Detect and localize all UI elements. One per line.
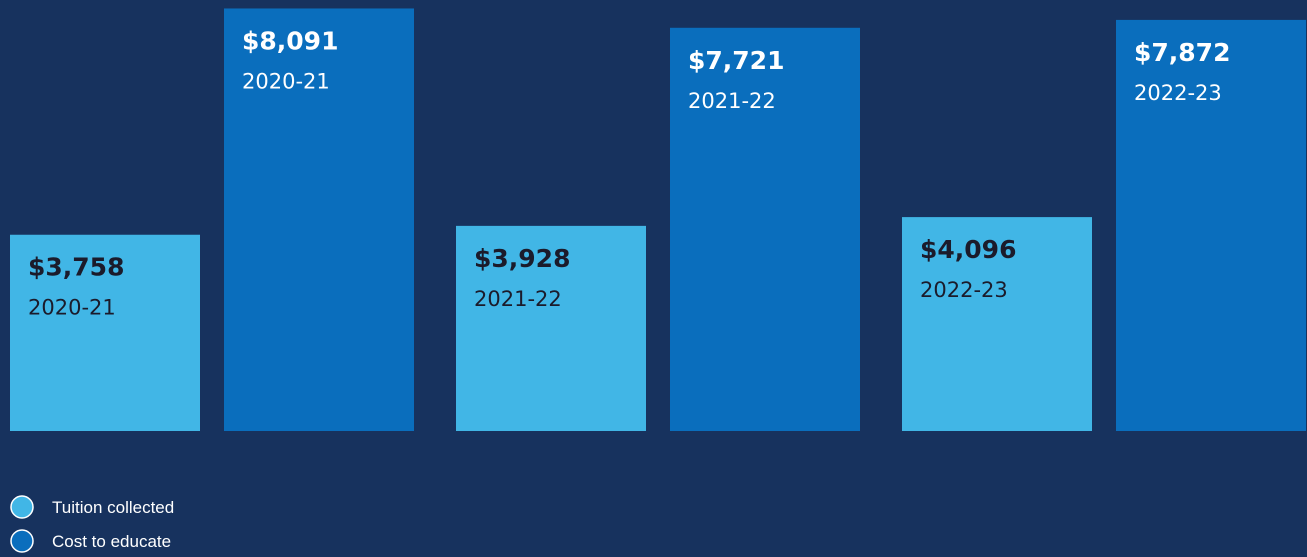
category-label: 2021-22 <box>688 89 776 113</box>
bar <box>670 27 860 431</box>
category-label: 2022-23 <box>920 278 1008 302</box>
bar <box>1116 19 1306 431</box>
bar <box>224 8 414 431</box>
value-label: $8,091 <box>242 26 338 55</box>
legend-swatch <box>10 495 34 519</box>
category-label: 2020-21 <box>28 296 116 320</box>
value-label: $7,721 <box>688 46 784 75</box>
legend-swatch <box>10 529 34 553</box>
value-label: $3,928 <box>474 244 570 273</box>
bar <box>10 234 200 431</box>
category-label: 2022-23 <box>1134 81 1222 105</box>
category-label: 2020-21 <box>242 69 330 93</box>
value-label: $7,872 <box>1134 38 1230 67</box>
value-label: $4,096 <box>920 235 1016 264</box>
value-label: $3,758 <box>28 253 124 282</box>
bar <box>902 217 1092 431</box>
bar <box>456 225 646 431</box>
category-label: 2021-22 <box>474 287 562 311</box>
legend-label: Tuition collected <box>52 498 174 517</box>
legend-label: Cost to educate <box>52 532 171 551</box>
